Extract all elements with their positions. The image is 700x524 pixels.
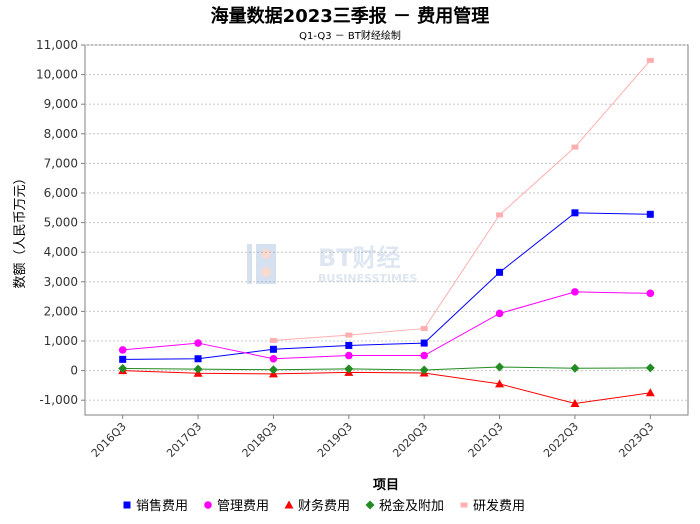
data-point: [495, 309, 504, 318]
legend: 销售费用 管理费用 财务费用 税金及附加 研发费用: [123, 498, 525, 514]
series-line: [122, 212, 651, 360]
watermark-logo: BT财经 BUSINESSTIMES: [247, 244, 417, 285]
data-point: [645, 388, 655, 397]
y-tick-label: 0: [70, 364, 78, 378]
x-tick-label: 2018Q3: [239, 420, 279, 460]
data-point: [420, 326, 428, 332]
y-tick-label: 11,000: [36, 38, 78, 52]
x-tick-label: 2019Q3: [315, 420, 355, 460]
watermark-sub: BUSINESSTIMES: [318, 272, 417, 285]
data-point: [496, 212, 504, 218]
y-axis-ticks: -1,000 0 1,000 2,000 3,000 4,000 5,000 6,000 7,0…: [36, 38, 85, 407]
series-line: [122, 370, 651, 404]
series-group: [118, 57, 655, 407]
x-tick-label: 2017Q3: [164, 420, 204, 460]
data-point: [268, 365, 278, 375]
plot-area: [84, 44, 689, 416]
series-line: [273, 60, 651, 341]
y-tick-label: 8,000: [44, 127, 78, 141]
y-tick-label: 1,000: [44, 334, 78, 348]
data-point: [194, 355, 202, 363]
y-tick-label: 10,000: [36, 68, 78, 82]
chart-subtitle: Q1-Q3 － BT财经绘制: [299, 31, 401, 42]
y-tick-label: 4,000: [44, 245, 78, 259]
legend-label: 研发费用: [473, 498, 525, 514]
series-0: [119, 209, 654, 363]
data-point: [193, 364, 203, 374]
legend-label: 税金及附加: [379, 498, 444, 514]
chart-title: 海量数据2023三季报 － 费用管理: [210, 6, 490, 27]
legend-item: 税金及附加: [365, 498, 444, 514]
legend-item: 管理费用: [204, 499, 269, 514]
data-point: [420, 339, 428, 347]
y-tick-label: 7,000: [44, 156, 78, 170]
legend-item: 财务费用: [284, 498, 350, 514]
x-tick-label: 2021Q3: [466, 420, 506, 460]
grid-lines: [85, 44, 688, 401]
data-point: [571, 209, 579, 217]
legend-marker: [123, 501, 131, 509]
legend-marker: [460, 502, 468, 508]
series-line: [122, 291, 651, 360]
data-point: [570, 398, 580, 407]
data-point: [419, 365, 429, 375]
x-axis-ticks: 2016Q3 2017Q3 2018Q3 2019Q3 2020Q3 2021Q3 2022…: [89, 415, 656, 460]
data-point: [344, 364, 354, 374]
data-point: [269, 354, 278, 363]
data-point: [269, 345, 277, 353]
y-tick-label: 3,000: [44, 275, 78, 289]
data-point: [646, 57, 654, 63]
legend-marker: [284, 500, 294, 509]
data-point: [571, 288, 579, 296]
x-tick-label: 2016Q3: [89, 420, 129, 460]
data-point: [345, 351, 353, 360]
data-point: [420, 351, 428, 360]
x-tick-label: 2023Q3: [616, 420, 656, 460]
data-point: [495, 362, 505, 372]
data-point: [345, 341, 353, 349]
legend-label: 财务费用: [298, 498, 350, 514]
data-point: [269, 337, 277, 343]
x-tick-label: 2022Q3: [541, 420, 581, 460]
data-point: [646, 210, 654, 218]
x-axis-label: 项目: [373, 478, 399, 493]
series-4: [269, 57, 654, 343]
data-point: [496, 268, 504, 276]
y-axis-label: 数额（人民币万元）: [13, 171, 28, 288]
x-tick-label: 2020Q3: [390, 420, 430, 460]
y-tick-label: 5,000: [44, 216, 78, 230]
y-tick-label: 6,000: [44, 186, 78, 200]
data-point: [571, 144, 579, 150]
legend-label: 管理费用: [217, 499, 269, 514]
data-point: [495, 379, 505, 388]
y-tick-label: -1,000: [39, 393, 78, 407]
legend-label: 销售费用: [136, 498, 188, 514]
series-line: [122, 366, 651, 371]
legend-marker: [365, 500, 375, 510]
data-point: [119, 355, 127, 363]
y-tick-label: 9,000: [44, 97, 78, 111]
data-point: [645, 363, 655, 373]
data-point: [646, 289, 655, 298]
series-1: [118, 288, 655, 363]
data-point: [345, 332, 353, 338]
legend-marker: [204, 501, 212, 509]
data-point: [194, 339, 202, 347]
series-3: [118, 362, 655, 375]
legend-item: 研发费用: [460, 498, 525, 514]
data-point: [118, 346, 127, 354]
legend-item: 销售费用: [123, 498, 188, 514]
y-tick-label: 2,000: [44, 304, 78, 318]
data-point: [118, 364, 128, 374]
watermark-brand: BT财经: [318, 244, 401, 272]
data-point: [570, 363, 580, 373]
